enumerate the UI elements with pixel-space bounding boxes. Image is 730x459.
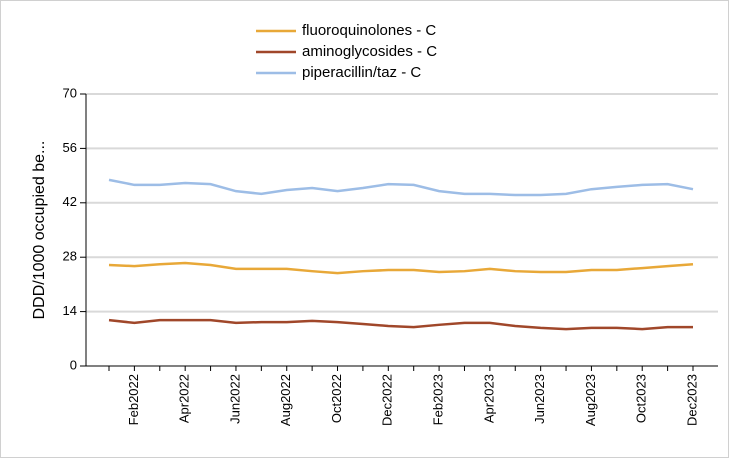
x-tick-label: Feb2023 [431, 374, 446, 425]
series-line [108, 178, 694, 197]
y-tick-label: 56 [63, 140, 77, 155]
y-tick-label: 0 [70, 357, 77, 372]
x-tick-label: Apr2022 [177, 374, 192, 423]
x-tick-label: Apr2023 [481, 374, 496, 423]
x-tick-label: Feb2022 [126, 374, 141, 425]
x-tick-label: Aug2023 [583, 374, 598, 426]
legend-label: piperacillin/taz - C [302, 64, 421, 81]
series-line [108, 318, 693, 331]
y-tick-label: 14 [63, 303, 77, 318]
series-line [108, 261, 694, 275]
x-tick-label: Jun2022 [227, 374, 242, 424]
x-tick-label: Dec2023 [684, 374, 699, 426]
y-tick-label: 42 [63, 194, 77, 209]
y-tick-label: 28 [63, 249, 77, 264]
legend-label: aminoglycosides - C [302, 43, 437, 60]
x-tick-label: Oct2022 [329, 374, 344, 423]
legend-label: fluoroquinolones - C [302, 22, 436, 39]
x-tick-label: Jun2023 [532, 374, 547, 424]
x-tick-label: Aug2022 [278, 374, 293, 426]
x-tick-label: Dec2022 [380, 374, 395, 426]
x-tick-label: Oct2023 [634, 374, 649, 423]
y-tick-label: 70 [63, 85, 77, 100]
y-axis-label: DDD/1000 occupied be... [31, 141, 48, 320]
